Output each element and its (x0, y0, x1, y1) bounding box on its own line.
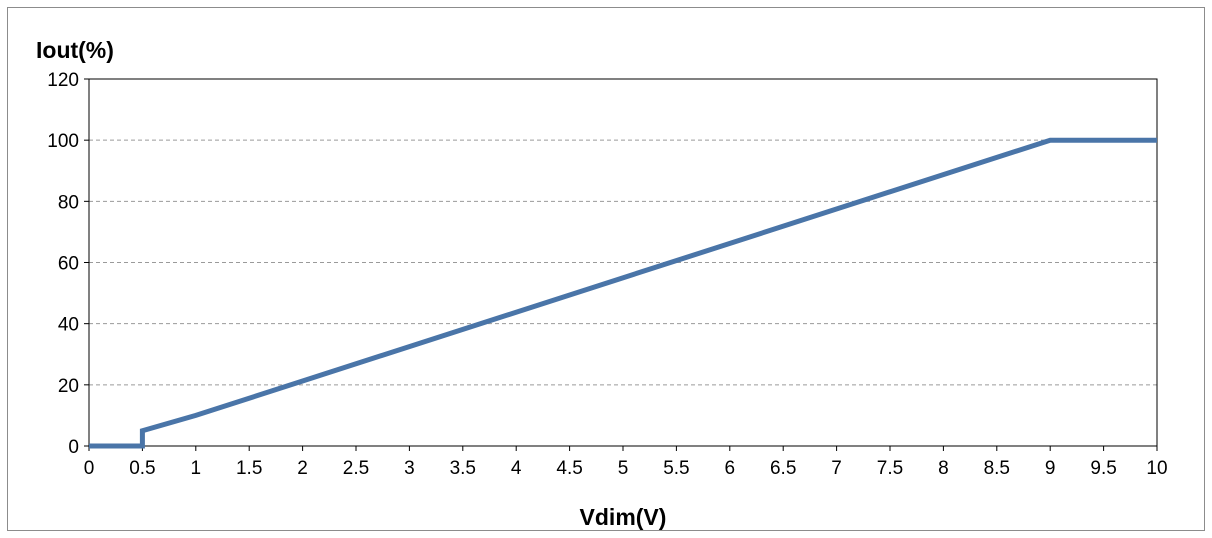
y-tick-label: 0 (68, 437, 79, 458)
x-tick-label: 5.5 (663, 458, 689, 479)
series-line-0 (89, 140, 1157, 446)
x-tick-label: 4 (511, 458, 522, 479)
y-tick-label: 20 (58, 376, 79, 397)
x-tick-label: 9 (1045, 458, 1056, 479)
x-axis-title: Vdim(V) (580, 504, 667, 530)
x-tick-label: 3.5 (450, 458, 476, 479)
x-tick-label: 10 (1146, 458, 1167, 479)
grid-lines (89, 140, 1157, 385)
x-tick-label: 4.5 (556, 458, 582, 479)
y-tick-label: 120 (47, 70, 79, 91)
x-tick-labels: 0 0.5 1 1.5 2 2.5 3 3.5 4 4.5 5 5.5 6 6.5 7 7.5 8 8.5 9 9.5… (84, 446, 1168, 479)
x-tick-label: 7 (831, 458, 842, 479)
x-tick-label: 2 (297, 458, 308, 479)
x-tick-label: 0.5 (129, 458, 155, 479)
x-tick-label: 6.5 (770, 458, 796, 479)
y-tick-label: 60 (58, 254, 79, 275)
y-tick-labels: 0 20 40 60 80 100 120 (47, 70, 89, 458)
x-tick-label: 3 (404, 458, 415, 479)
x-tick-label: 0 (84, 458, 95, 479)
x-tick-label: 9.5 (1090, 458, 1116, 479)
y-tick-label: 100 (47, 131, 79, 152)
y-tick-label: 40 (58, 315, 79, 336)
x-tick-label: 5 (618, 458, 629, 479)
series-layer (89, 140, 1157, 446)
x-tick-label: 2.5 (343, 458, 369, 479)
x-tick-label: 1 (191, 458, 202, 479)
x-tick-label: 8 (938, 458, 949, 479)
y-axis-title: Iout(%) (36, 37, 114, 63)
x-tick-label: 8.5 (984, 458, 1010, 479)
x-tick-label: 1.5 (236, 458, 262, 479)
y-tick-label: 80 (58, 192, 79, 213)
x-tick-label: 6 (725, 458, 736, 479)
x-tick-label: 7.5 (877, 458, 903, 479)
